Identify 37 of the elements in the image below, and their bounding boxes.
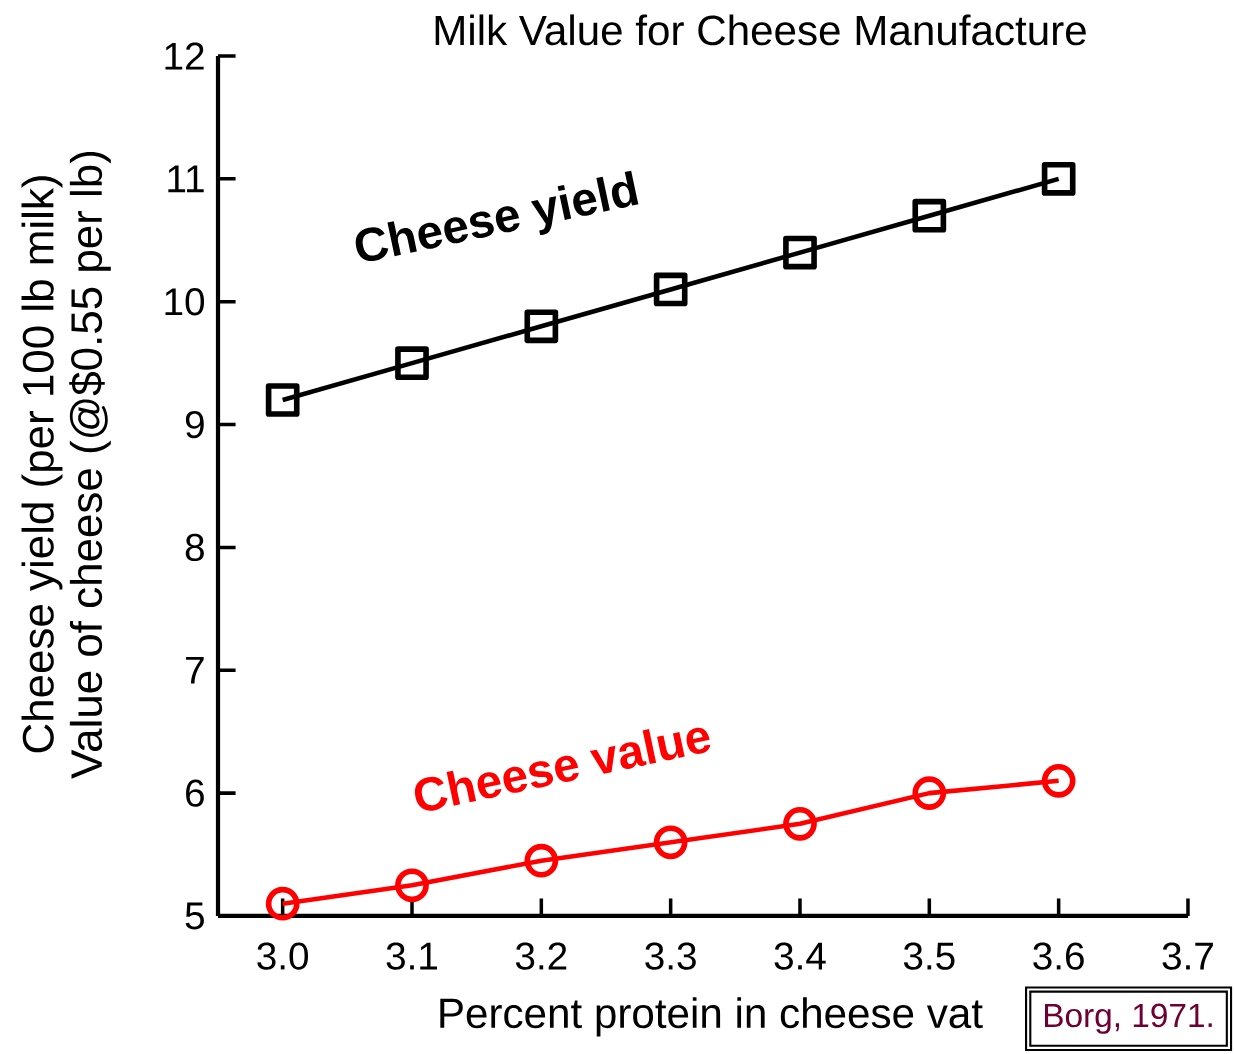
y-axis-title: Cheese yield (per 100 lb milk) (21, 176, 63, 753)
y-tick-label: 11 (168, 165, 204, 193)
point (395, 346, 429, 381)
chart-title: Milk Value for Cheese Manufacture (435, 14, 1086, 46)
x-tick-label: 3.7 (1162, 942, 1213, 970)
point (395, 868, 429, 903)
point (265, 383, 300, 417)
x-tick-label: 3.5 (903, 942, 955, 970)
point (783, 806, 817, 841)
y-tick-label: 12 (165, 42, 204, 70)
x-axis-title: Percent protein in cheese vat (440, 997, 983, 1037)
point (1041, 763, 1076, 798)
text: Cheese yield (355, 170, 639, 262)
point (524, 843, 559, 878)
point (524, 309, 559, 344)
point (912, 198, 947, 233)
text: Borg, 1971. (1045, 1003, 1212, 1034)
text: Cheese value (414, 727, 711, 811)
point (653, 825, 688, 860)
x-tick-label: 3.0 (257, 942, 308, 970)
y-tick-label: 9 (185, 410, 204, 439)
x-tick-label: 3.1 (386, 942, 437, 970)
point (912, 776, 947, 811)
point (1041, 162, 1076, 196)
y-tick-label: 8 (185, 533, 204, 562)
point (783, 235, 817, 270)
point (265, 886, 300, 921)
x-tick-label: 3.2 (515, 942, 567, 970)
y-tick-label: 6 (186, 779, 204, 807)
point (653, 272, 688, 307)
x-tick-label: 3.4 (774, 942, 826, 970)
x-tick-label: 3.3 (645, 942, 696, 970)
y-tick-label: 10 (165, 288, 205, 316)
text: Value of cheese (@$0.55 per lb) (69, 151, 111, 779)
y-tick-label: 7 (186, 657, 204, 684)
y-tick-label: 5 (185, 902, 204, 930)
x-tick-label: 3.6 (1033, 942, 1084, 970)
